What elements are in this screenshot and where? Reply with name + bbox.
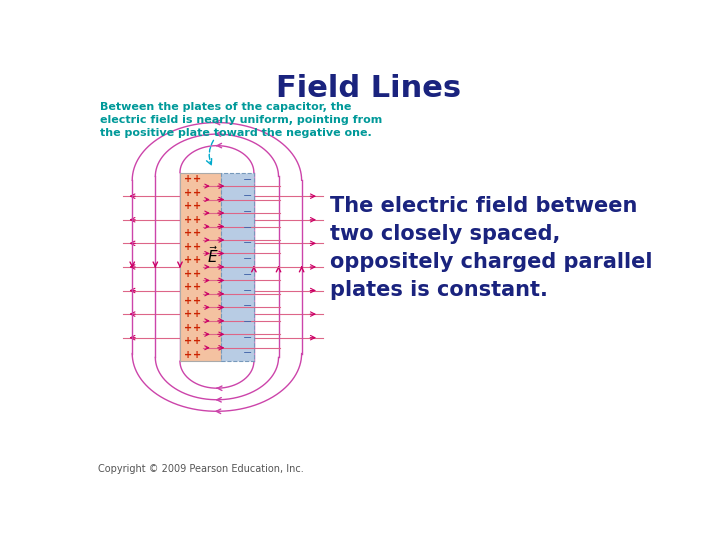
Text: Copyright © 2009 Pearson Education, Inc.: Copyright © 2009 Pearson Education, Inc.: [98, 464, 304, 475]
Text: +: +: [184, 242, 192, 252]
Text: +: +: [193, 349, 202, 360]
Text: −: −: [243, 238, 252, 248]
Text: −: −: [243, 254, 252, 264]
Text: The electric field between
two closely spaced,
oppositely charged parallel
plate: The electric field between two closely s…: [330, 195, 653, 300]
Text: +: +: [184, 269, 192, 279]
Text: −: −: [243, 286, 252, 295]
Text: −: −: [243, 222, 252, 233]
Text: +: +: [193, 309, 202, 319]
Text: $\vec{E}$: $\vec{E}$: [207, 245, 218, 266]
Text: +: +: [184, 349, 192, 360]
Text: +: +: [193, 201, 202, 211]
Text: +: +: [193, 242, 202, 252]
Text: Between the plates of the capacitor, the
electric field is nearly uniform, point: Between the plates of the capacitor, the…: [99, 102, 382, 138]
Text: +: +: [193, 215, 202, 225]
Text: +: +: [193, 295, 202, 306]
Text: +: +: [184, 174, 192, 184]
Text: +: +: [184, 322, 192, 333]
Bar: [180, 173, 221, 361]
Text: +: +: [193, 188, 202, 198]
Text: +: +: [193, 269, 202, 279]
Text: +: +: [193, 282, 202, 292]
Text: −: −: [243, 191, 252, 201]
Text: −: −: [243, 176, 252, 185]
Text: −: −: [243, 348, 252, 359]
Text: −: −: [243, 317, 252, 327]
Text: −: −: [243, 270, 252, 280]
Text: +: +: [184, 215, 192, 225]
Text: Field Lines: Field Lines: [276, 74, 462, 103]
Text: +: +: [184, 295, 192, 306]
Text: +: +: [184, 228, 192, 238]
Text: −: −: [243, 207, 252, 217]
Text: +: +: [193, 322, 202, 333]
Text: +: +: [184, 282, 192, 292]
Text: −: −: [243, 333, 252, 343]
Text: +: +: [184, 188, 192, 198]
Text: +: +: [184, 309, 192, 319]
Text: +: +: [193, 228, 202, 238]
Text: +: +: [184, 201, 192, 211]
Text: +: +: [184, 255, 192, 265]
Text: +: +: [193, 174, 202, 184]
Text: +: +: [184, 336, 192, 346]
Bar: [221, 173, 253, 361]
Text: −: −: [243, 301, 252, 311]
Text: +: +: [193, 255, 202, 265]
Text: +: +: [193, 336, 202, 346]
